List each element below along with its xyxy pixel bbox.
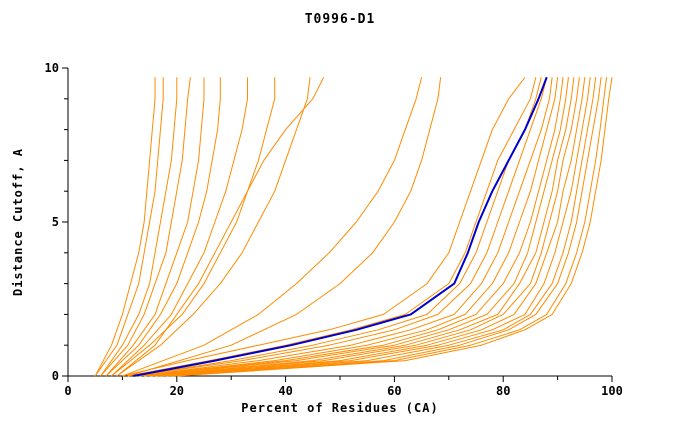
x-tick-label: 60 xyxy=(387,384,401,398)
model-curve xyxy=(138,77,559,377)
model-curve xyxy=(176,77,613,377)
model-curve xyxy=(111,77,276,377)
highlighted-model-curve xyxy=(133,76,548,377)
model-curve xyxy=(122,76,526,377)
model-curve xyxy=(127,77,442,377)
model-curve xyxy=(133,77,548,377)
model-curve xyxy=(94,77,164,377)
y-tick-label: 0 xyxy=(52,369,59,383)
model-curve xyxy=(111,77,249,377)
y-tick-label: 5 xyxy=(52,215,59,229)
x-tick-label: 80 xyxy=(496,384,510,398)
x-tick-label: 40 xyxy=(278,384,292,398)
model-curve xyxy=(133,77,542,377)
model-curve xyxy=(105,77,221,377)
model-curve xyxy=(144,77,569,377)
model-curve xyxy=(127,77,537,377)
model-curve xyxy=(171,77,608,377)
model-curve xyxy=(105,77,205,377)
model-curve xyxy=(149,77,580,377)
model-curve xyxy=(138,77,553,377)
model-curve xyxy=(100,77,178,377)
x-tick-label: 100 xyxy=(601,384,623,398)
y-tick-label: 10 xyxy=(45,61,59,75)
model-curve xyxy=(160,77,597,377)
model-curve xyxy=(116,77,311,377)
model-curve xyxy=(155,77,591,377)
chart-title: T0996-D1 xyxy=(304,12,376,27)
model-curve xyxy=(100,77,191,377)
x-tick-label: 0 xyxy=(64,384,71,398)
model-curve xyxy=(116,77,325,377)
model-curve xyxy=(154,77,586,377)
x-axis-label: Percent of Residues (CA) xyxy=(241,401,439,415)
model-curve xyxy=(122,77,423,377)
x-tick-label: 20 xyxy=(170,384,184,398)
model-curve xyxy=(94,77,156,377)
model-curve xyxy=(144,77,564,377)
model-curve xyxy=(165,77,602,377)
model-curve xyxy=(149,77,575,377)
